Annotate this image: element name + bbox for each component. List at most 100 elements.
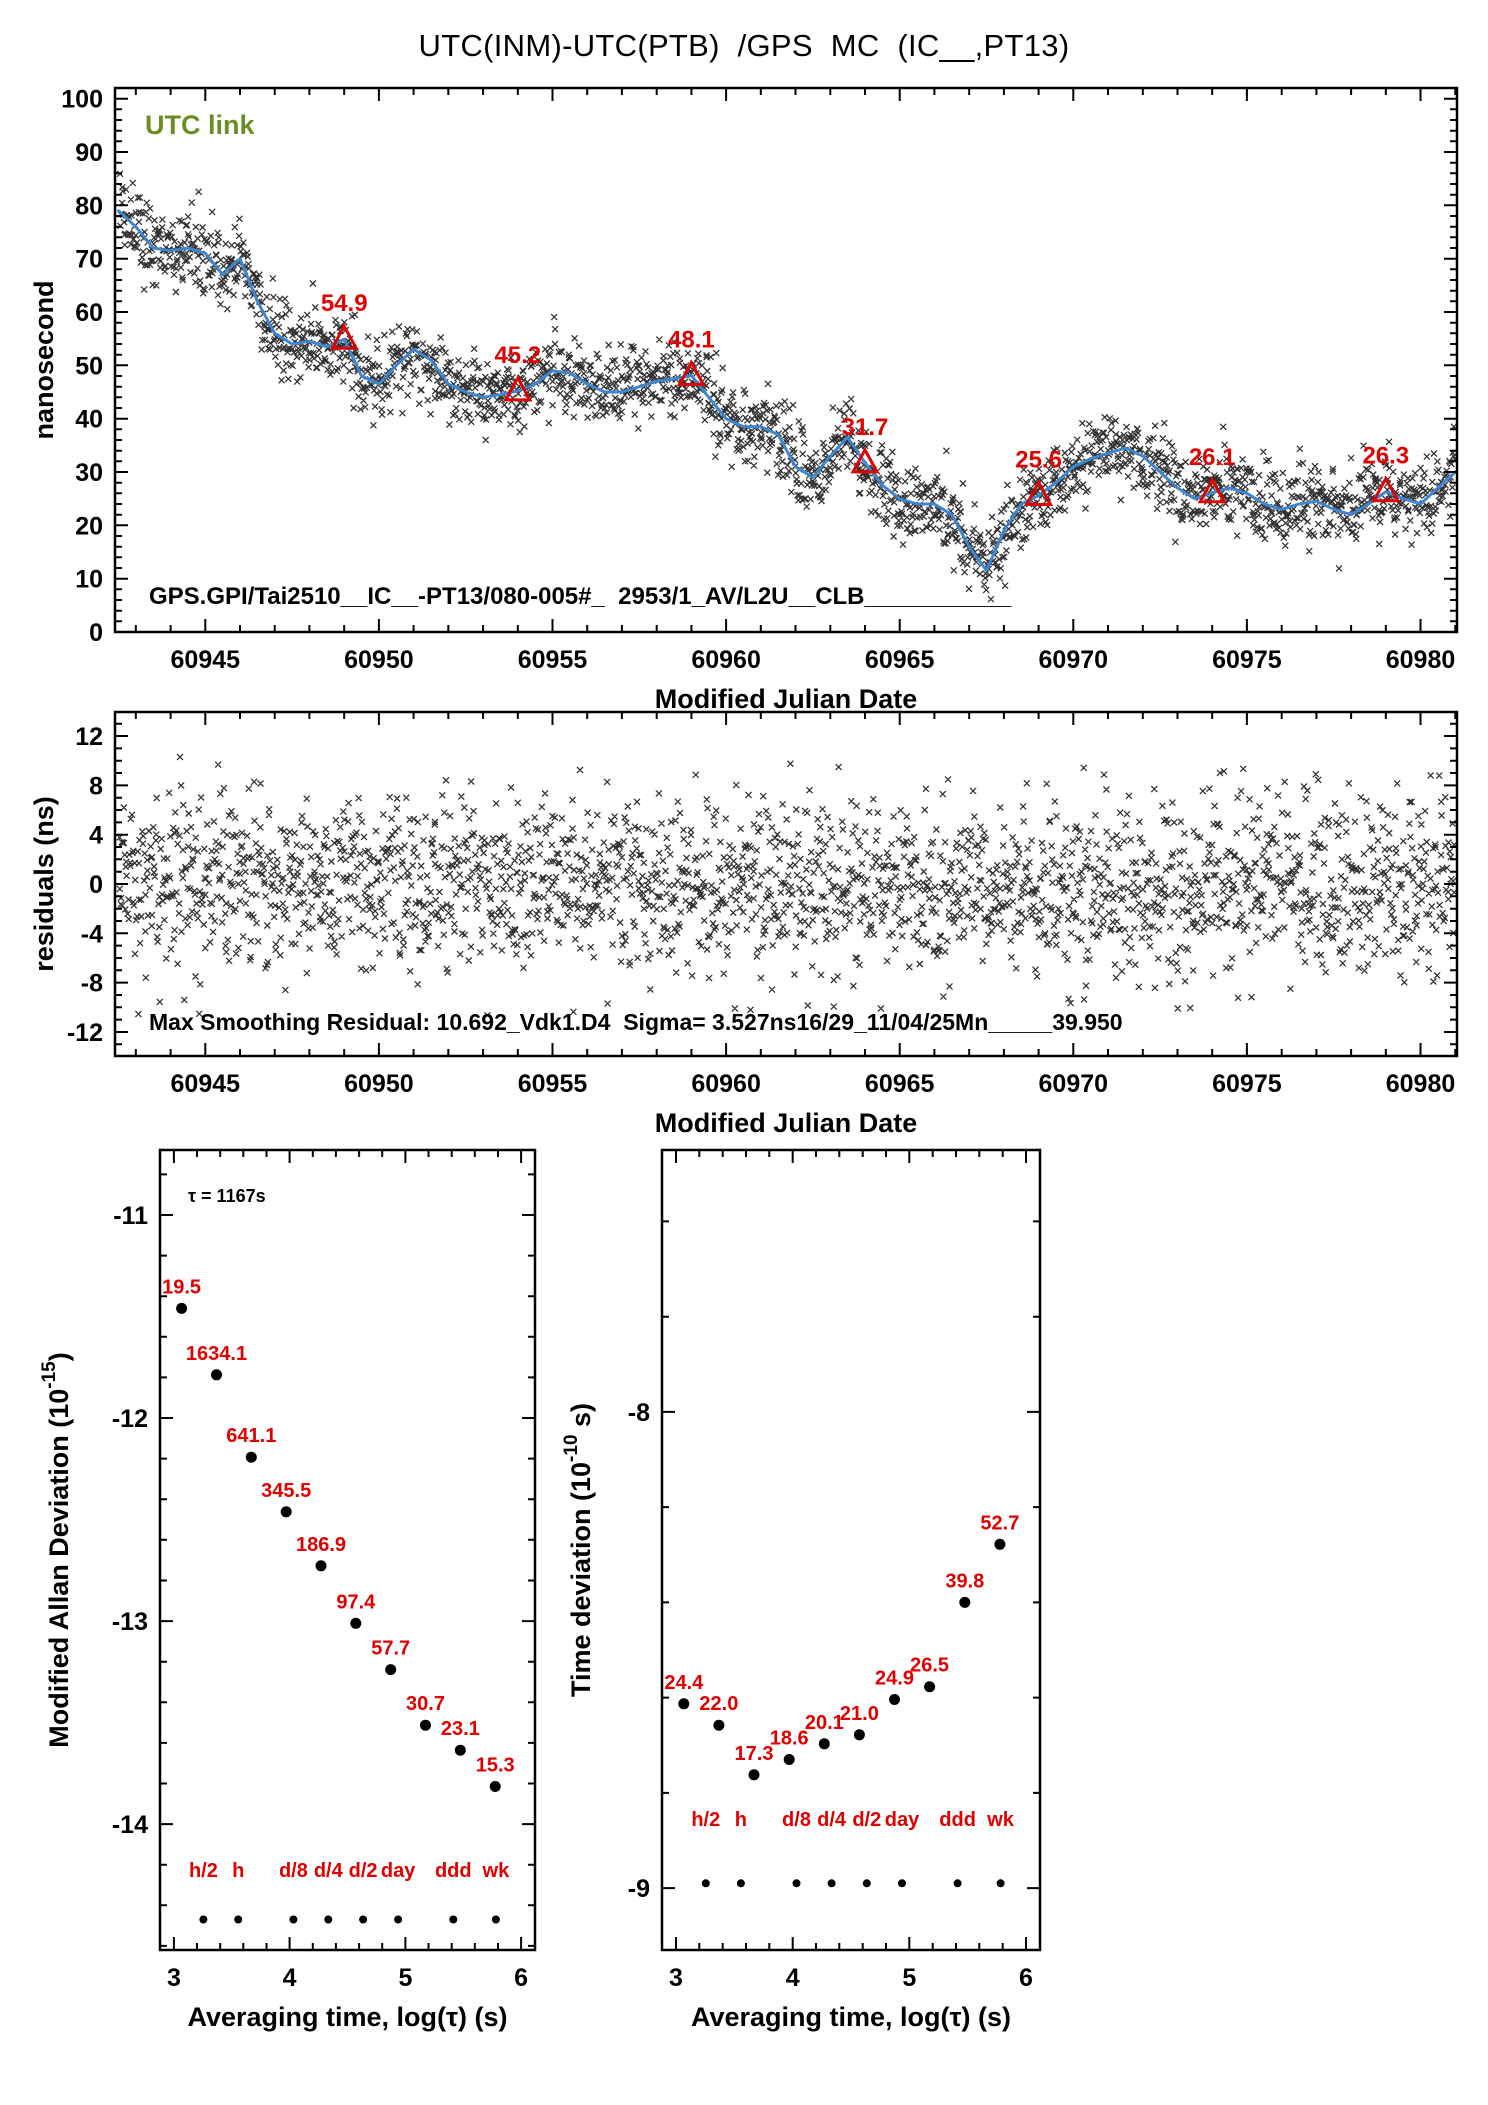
mdev-time-mark-label: d/8: [279, 1860, 308, 1882]
tdev-point: [783, 1754, 795, 1765]
top-ytick-label: 40: [75, 406, 103, 434]
residuals-ytick-label: -8: [81, 970, 103, 998]
five-day-average-label: 54.9: [321, 290, 368, 317]
top-ytick-label: 70: [75, 246, 103, 274]
tdev-point-label: 17.3: [735, 1743, 774, 1765]
mdev-xtick-label: 6: [514, 1964, 528, 1992]
top-ytick-label: 80: [75, 192, 103, 220]
mdev-point: [315, 1560, 327, 1572]
mdev-time-mark-label: h/2: [189, 1860, 218, 1882]
mdev-point: [350, 1617, 362, 1629]
tdev-point: [713, 1719, 725, 1731]
tdev-time-mark-label: ddd: [939, 1809, 976, 1831]
residuals-xtick-label: 60945: [171, 1070, 241, 1098]
top-xtick-label: 60955: [518, 646, 588, 674]
residuals-xtick-label: 60970: [1039, 1070, 1109, 1098]
tdev-time-mark-dot: [953, 1879, 962, 1888]
tdev-point: [748, 1769, 760, 1781]
tdev-x-axis-label: Averaging time, log(τ) (s): [691, 2002, 1011, 2032]
top-ytick-label: 20: [75, 512, 103, 540]
residuals-ytick-label: -4: [81, 920, 103, 948]
mdev-time-mark-dot: [394, 1915, 403, 1924]
residuals-stats-annotation: Max Smoothing Residual: 10.692_Vdk1.D4 S…: [149, 1009, 1123, 1035]
residuals-xtick-label: 60975: [1212, 1070, 1282, 1098]
tdev-point: [818, 1738, 830, 1750]
tdev-point-label: 22.0: [699, 1693, 738, 1715]
mdev-point-label: 186.9: [296, 1534, 346, 1556]
tdev-point-label: 39.8: [945, 1570, 984, 1592]
tdev-time-mark-dot: [898, 1879, 906, 1888]
tdev-point: [853, 1729, 865, 1741]
tdev-time-mark-dot: [736, 1879, 745, 1888]
tdev-point-label: 52.7: [980, 1512, 1019, 1534]
residuals-ytick-label: 8: [89, 772, 103, 800]
mdev-point-label: 345.5: [261, 1480, 311, 1502]
mdev-ytick-label: -13: [112, 1608, 148, 1636]
tdev-time-mark-label: d/2: [852, 1809, 881, 1831]
mdev-panel: 19.5 1634.1 641.1 345.5 186.9 97.4 57.7 30.7 23.…: [39, 1148, 537, 2032]
mdev-point-label: 97.4: [336, 1591, 376, 1613]
mdev-point: [280, 1506, 292, 1518]
tdev-point-label: 20.1: [805, 1712, 844, 1734]
tdev-xtick-label: 4: [786, 1964, 800, 1992]
five-day-average-label: 48.1: [668, 327, 715, 354]
top-xtick-label: 60965: [865, 646, 935, 674]
five-day-average-marker: [1024, 479, 1054, 506]
tdev-time-mark-dot: [996, 1879, 1005, 1888]
five-day-average-label: 31.7: [842, 414, 889, 441]
top-panel: 54.9 45.2 48.1 31.7 25.6 26.1 26.3 UTC link GPS.…: [29, 86, 1459, 714]
mdev-ytick-label: -11: [113, 1202, 148, 1230]
mdev-time-mark-label: d/4: [314, 1860, 344, 1882]
tdev-time-mark-label: d/4: [817, 1809, 847, 1831]
five-day-average-marker: [676, 359, 706, 386]
tdev-time-mark-label: h/2: [691, 1809, 720, 1831]
mdev-xtick-label: 5: [398, 1964, 412, 1992]
residuals-ytick-label: -12: [67, 1019, 103, 1047]
five-day-average-label: 45.2: [494, 342, 541, 369]
tdev-point-label: 18.6: [770, 1728, 809, 1750]
tdev-time-mark-label: h: [735, 1809, 747, 1831]
tdev-ytick-label: -8: [628, 1399, 650, 1427]
tdev-time-mark-dot: [827, 1879, 836, 1888]
mdev-point-label: 30.7: [406, 1693, 445, 1715]
residuals-xtick-label: 60965: [865, 1070, 935, 1098]
residuals-panel: Max Smoothing Residual: 10.692_Vdk1.D4 S…: [29, 710, 1459, 1138]
residuals-ticks: [115, 712, 1457, 1056]
mdev-point: [385, 1664, 397, 1676]
five-day-average-label: 26.1: [1189, 444, 1236, 471]
mdev-time-mark-dot: [449, 1915, 458, 1924]
tdev-panel: 24.422.0 17.318.620.121.0 24.926.5 39.8 52.7…: [561, 1148, 1042, 2032]
top-ytick-label: 0: [89, 619, 103, 647]
tdev-time-mark-dot: [792, 1879, 801, 1888]
five-day-average-label: 26.3: [1362, 443, 1409, 470]
top-xtick-label: 60975: [1212, 646, 1282, 674]
top-ytick-label: 60: [75, 299, 103, 327]
tdev-xtick-label: 3: [669, 1964, 683, 1992]
mdev-point: [420, 1719, 431, 1731]
residuals-ytick-label: 4: [89, 822, 103, 850]
mdev-time-mark-label: day: [381, 1860, 416, 1882]
five-day-average-marker: [503, 374, 533, 402]
tdev-time-mark-label: day: [885, 1809, 920, 1831]
five-day-average-label: 25.6: [1015, 447, 1062, 474]
mdev-time-mark-dot: [324, 1915, 333, 1924]
residuals-y-axis-label: residuals (ns): [29, 796, 59, 972]
page-title: UTC(INM)-UTC(PTB) /GPS MC (IC__,PT13): [418, 28, 1070, 63]
residuals-xtick-label: 60960: [691, 1070, 761, 1098]
mdev-time-mark-label: h: [232, 1860, 244, 1882]
tdev-y-axis-label: Time deviation (10-10 s): [561, 1403, 596, 1697]
tdev-xtick-label: 6: [1019, 1964, 1033, 1992]
residuals-frame: [113, 710, 1459, 1058]
tdev-point: [994, 1538, 1006, 1550]
mdev-point-label: 19.5: [162, 1276, 201, 1298]
mdev-time-mark-label: wk: [482, 1860, 511, 1882]
tdev-point: [959, 1596, 971, 1608]
residuals-xtick-label: 60980: [1386, 1070, 1456, 1098]
mdev-tau0-note: τ = 1167s: [188, 1186, 266, 1206]
top-ytick-label: 90: [75, 139, 103, 167]
mdev-point: [211, 1369, 222, 1381]
five-day-average-marker: [1371, 475, 1401, 503]
tdev-point-label: 21.0: [840, 1703, 879, 1725]
mdev-time-mark-dot: [491, 1915, 500, 1924]
